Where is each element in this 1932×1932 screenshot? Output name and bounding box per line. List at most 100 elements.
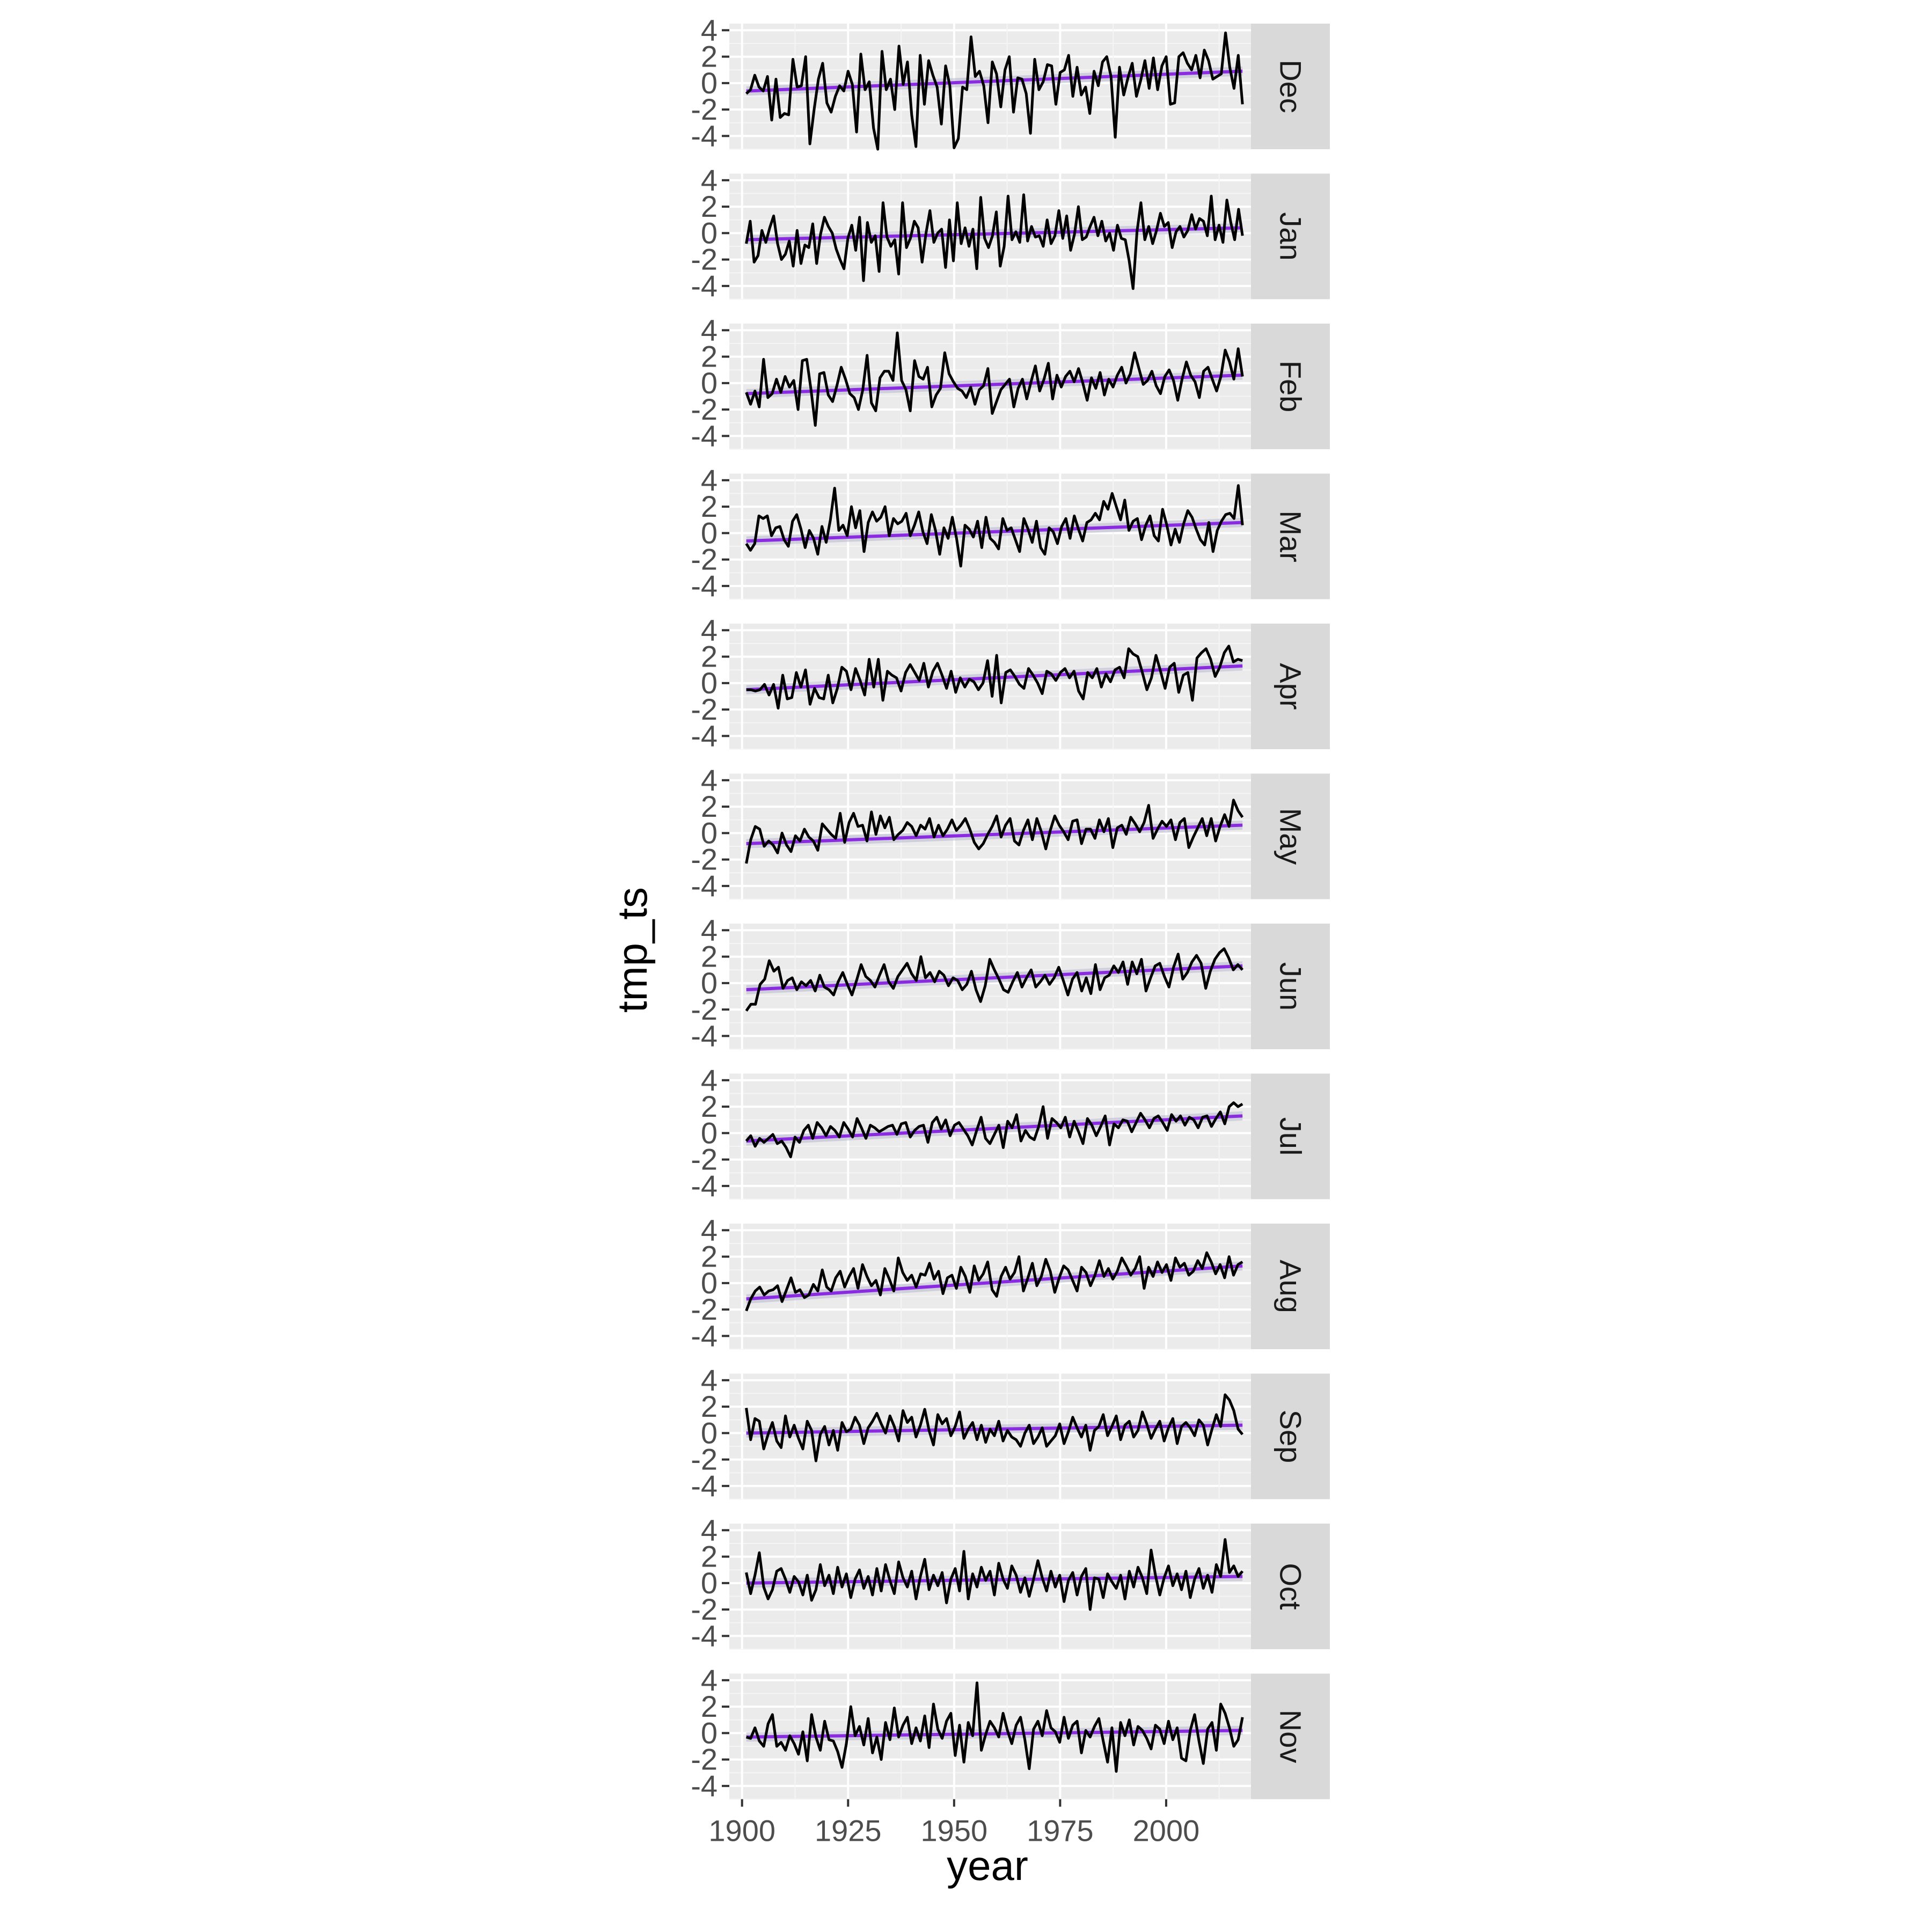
y-tick-label: -2 bbox=[691, 692, 718, 726]
facet-panel-jun: 420-2-4 Jun bbox=[691, 913, 1330, 1052]
facet-panel-may: 420-2-4 May bbox=[691, 763, 1330, 903]
y-tick-label: -2 bbox=[691, 1592, 718, 1626]
series-line-nov bbox=[745, 1681, 1244, 1773]
y-tick-label: -4 bbox=[691, 269, 718, 303]
series-line-dec bbox=[745, 31, 1244, 151]
y-tick-label: 4 bbox=[701, 1213, 718, 1247]
y-tick-label: -4 bbox=[691, 869, 718, 903]
y-tick-label: -2 bbox=[691, 1292, 718, 1326]
facet-strip bbox=[1251, 1073, 1330, 1199]
facet-strip bbox=[1251, 324, 1330, 449]
facet-strip-label: Dec bbox=[1274, 60, 1308, 113]
y-tick-label: 0 bbox=[701, 1566, 718, 1600]
facet-panel-aug: 420-2-4 Aug bbox=[691, 1213, 1330, 1352]
trend-line bbox=[746, 374, 1243, 396]
y-tick-label: 2 bbox=[701, 1089, 718, 1123]
series-line-sep bbox=[745, 1393, 1244, 1462]
facet-strip bbox=[1251, 924, 1330, 1049]
facet-panel-dec: 420-2-4 Dec bbox=[691, 13, 1330, 152]
series-line-feb bbox=[745, 331, 1244, 427]
x-tick-label: 1975 bbox=[1027, 1814, 1094, 1848]
y-tick-label: 4 bbox=[701, 613, 718, 647]
y-tick-label: -2 bbox=[691, 1743, 718, 1776]
y-tick-label: 2 bbox=[701, 940, 718, 974]
facet-strip-label: May bbox=[1274, 808, 1308, 865]
y-tick-label: 4 bbox=[701, 313, 718, 347]
y-tick-label: 0 bbox=[701, 816, 718, 850]
facet-panel-mar: 420-2-4 Mar bbox=[691, 463, 1330, 603]
y-tick-label: 4 bbox=[701, 763, 718, 797]
y-tick-label: -4 bbox=[691, 719, 718, 752]
series-line-may bbox=[745, 799, 1244, 864]
y-tick-label: -4 bbox=[691, 1169, 718, 1203]
y-tick-label: -2 bbox=[691, 243, 718, 276]
y-tick-label: 4 bbox=[701, 163, 718, 197]
series-line-aug bbox=[745, 1251, 1243, 1312]
trend-line bbox=[746, 964, 1243, 992]
facet-strip bbox=[1251, 1673, 1330, 1799]
facet-strip-label: Jan bbox=[1274, 212, 1308, 260]
facet-strip bbox=[1251, 473, 1330, 599]
series-line-apr bbox=[746, 645, 1243, 710]
x-axis: 1900 1925 1950 1975 2000 bbox=[708, 1799, 1199, 1848]
y-tick-label: -2 bbox=[691, 392, 718, 426]
y-tick-label: 2 bbox=[701, 1240, 718, 1274]
facet-strip-label: Feb bbox=[1274, 361, 1308, 413]
x-tick-label: 1925 bbox=[815, 1814, 882, 1848]
series-line-jun bbox=[745, 947, 1244, 1012]
y-tick-label: 4 bbox=[701, 463, 718, 497]
y-tick-label: 2 bbox=[701, 789, 718, 823]
facet-strip-label: Jun bbox=[1274, 962, 1308, 1011]
y-tick-label: 2 bbox=[701, 1689, 718, 1723]
y-tick-label: 0 bbox=[701, 66, 718, 100]
y-tick-label: -2 bbox=[691, 843, 718, 876]
y-tick-label: 0 bbox=[701, 366, 718, 400]
facet-strip bbox=[1251, 173, 1330, 299]
y-tick-label: 4 bbox=[701, 1063, 718, 1097]
y-tick-label: 0 bbox=[701, 666, 718, 700]
y-tick-label: -4 bbox=[691, 1469, 718, 1503]
facet-panel-sep: 420-2-4 Sep bbox=[691, 1363, 1330, 1503]
y-tick-label: -4 bbox=[691, 419, 718, 452]
y-tick-label: -4 bbox=[691, 569, 718, 603]
x-tick-label: 1950 bbox=[921, 1814, 988, 1848]
facet-panel-oct: 420-2-4 Oct bbox=[691, 1513, 1330, 1652]
series-line-jul bbox=[745, 1101, 1243, 1159]
y-tick-label: -2 bbox=[691, 992, 718, 1026]
y-tick-label: 4 bbox=[701, 1363, 718, 1397]
facet-strip-label: Nov bbox=[1274, 1710, 1308, 1763]
y-tick-label: 2 bbox=[701, 340, 718, 374]
facet-strip-label: Aug bbox=[1274, 1260, 1308, 1313]
y-tick-label: 0 bbox=[701, 1416, 718, 1450]
facet-strip-label: Sep bbox=[1274, 1410, 1308, 1463]
facet-strip-label: Jul bbox=[1274, 1117, 1308, 1156]
facet-panel-nov: 420-2-4 Nov bbox=[691, 1663, 1330, 1803]
facet-strip bbox=[1251, 24, 1330, 149]
y-tick-label: -2 bbox=[691, 92, 718, 126]
facet-strip bbox=[1251, 773, 1330, 899]
y-tick-label: 2 bbox=[701, 640, 718, 674]
y-tick-label: 0 bbox=[701, 216, 718, 250]
y-tick-label: 4 bbox=[701, 1663, 718, 1697]
trend-line bbox=[746, 1264, 1243, 1301]
facet-panel-jan: 420-2-4 Jan bbox=[691, 163, 1330, 303]
y-tick-label: 0 bbox=[701, 516, 718, 550]
series-line-oct bbox=[745, 1538, 1244, 1611]
y-tick-label: 2 bbox=[701, 1540, 718, 1574]
y-tick-label: -2 bbox=[691, 1143, 718, 1176]
y-tick-label: -4 bbox=[691, 119, 718, 152]
y-tick-label: -4 bbox=[691, 1619, 718, 1652]
y-tick-label: -2 bbox=[691, 1443, 718, 1476]
y-tick-label: -4 bbox=[691, 1319, 718, 1352]
trend-line bbox=[746, 823, 1243, 846]
x-tick-label: 1900 bbox=[708, 1814, 775, 1848]
y-tick-label: 2 bbox=[701, 489, 718, 523]
facet-strip bbox=[1251, 1524, 1330, 1649]
facet-strip-label: Apr bbox=[1274, 663, 1308, 709]
facet-strip-label: Mar bbox=[1274, 510, 1308, 562]
facet-strip bbox=[1251, 1224, 1330, 1349]
y-tick-label: -4 bbox=[691, 1019, 718, 1052]
y-tick-label: 0 bbox=[701, 966, 718, 1000]
y-axis-title: tmp_ts bbox=[609, 887, 656, 1013]
facet-panel-feb: 420-2-4 Feb bbox=[691, 313, 1330, 452]
